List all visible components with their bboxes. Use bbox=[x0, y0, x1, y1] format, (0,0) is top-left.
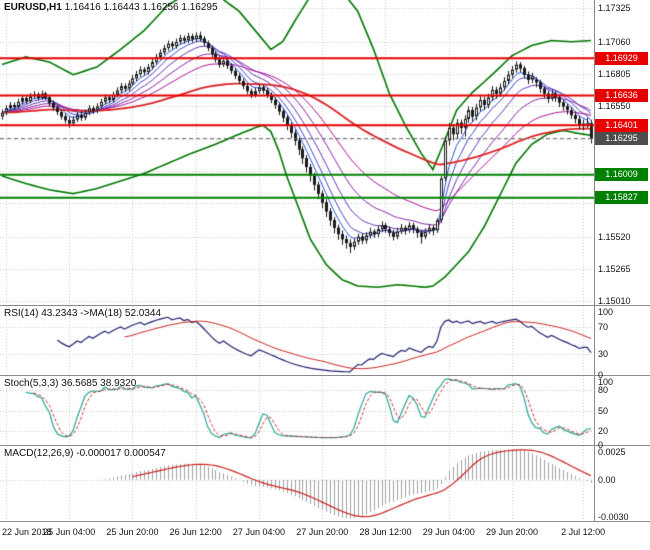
stoch-indicator-label: Stoch(5,3,3) 36.5685 38.9320 bbox=[4, 378, 137, 389]
time-axis[interactable] bbox=[0, 522, 650, 550]
stoch-pane bbox=[0, 376, 650, 446]
chart-title: EURUSD,H1 1.16416 1.16443 1.16256 1.1629… bbox=[4, 2, 218, 13]
price-chart-canvas[interactable] bbox=[0, 0, 594, 305]
rsi-pane bbox=[0, 306, 650, 376]
rsi-indicator-label: RSI(14) 43.2343 ->MA(18) 52.0344 bbox=[4, 308, 162, 319]
price-axis-separator bbox=[594, 0, 595, 522]
symbol-period-label: EURUSD,H1 bbox=[4, 2, 62, 13]
macd-indicator-label: MACD(12,26,9) -0.000017 0.000547 bbox=[4, 448, 166, 459]
macd-pane bbox=[0, 446, 650, 522]
price-pane bbox=[0, 0, 650, 306]
ohlc-values: 1.16416 1.16443 1.16256 1.16295 bbox=[64, 2, 218, 13]
stoch-canvas[interactable] bbox=[0, 376, 594, 445]
rsi-canvas[interactable] bbox=[0, 306, 594, 375]
macd-canvas[interactable] bbox=[0, 446, 594, 521]
